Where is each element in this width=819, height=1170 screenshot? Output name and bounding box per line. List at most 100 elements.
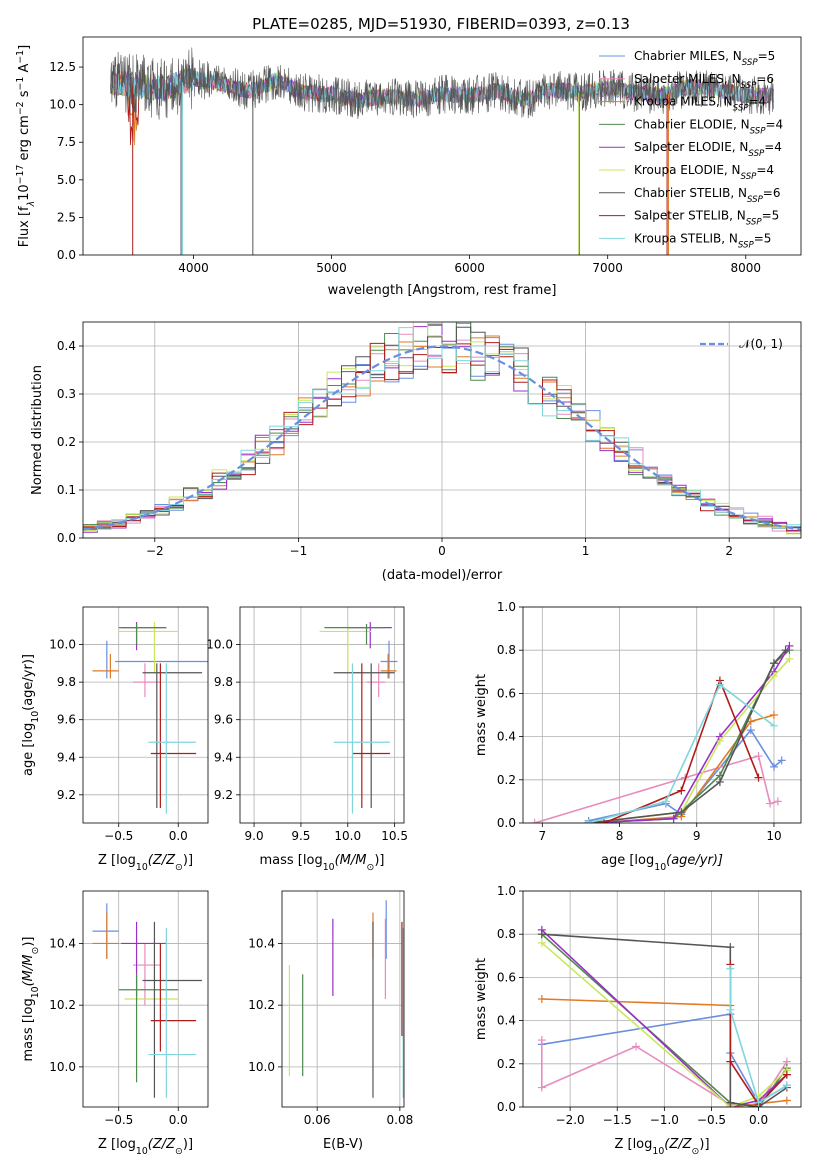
series-line-8 [588,683,775,823]
plot-content [83,322,801,535]
plot-content [92,622,208,814]
x-tick-label: 0 [438,544,446,558]
x-tick-label: 1 [582,544,590,558]
y-tick-label: 10.2 [49,998,76,1012]
y-axis-label-part: mass [log [21,998,36,1061]
x-tick-label: −1 [290,544,308,558]
y-axis-label-part: −2 [15,101,26,115]
grid [83,607,208,823]
y-tick-label: 9.2 [214,788,233,802]
x-tick-label: 8 [616,829,624,843]
data-point [530,819,539,823]
frame: 0.06 0.08 10.0 10.2 10.4 [248,890,414,1127]
legend-item-part: Kroupa STELIB, N [634,231,738,245]
x-axis-label-part: ⊙ [175,1146,183,1157]
x-axis-label: E(B-V) [323,1137,363,1152]
series-line-8 [729,968,788,1104]
massweight_vs_Z-axes: −2.0 −1.5 −1.0 −0.5 0.0 0.0 0.2 0.4 0.6 0.8 1.0 Z [… [474,884,802,1157]
age_vs_Z-axes: −0.5 0.09.29.49.69.810.0Z [log10(Z/Z⊙)]ag… [21,606,209,873]
x-tick-label: 8000 [730,261,761,275]
y-tick-label: 0.0 [57,531,76,545]
x-tick-label: 10.5 [381,829,408,843]
frame: 7 8 9 10 0.0 0.2 0.4 0.6 0.8 1.0 [497,600,802,843]
data-point [537,930,546,939]
y-axis-label-part: (age/yr)] [21,654,36,711]
legend-item-part: =4 [764,140,782,154]
x-axis-label-part: 10 [652,1146,664,1157]
y-tick-label: 9.6 [214,713,233,727]
series-line-5 [541,942,788,1107]
data-point [754,1098,763,1107]
legend-item-part: Salpeter MILES, N [634,72,741,86]
data-point [726,943,735,952]
mass_vs_EBV-axes: 0.06 0.08 10.0 10.2 10.4 E(B-V) [248,890,414,1152]
x-axis-label-part: (Z/Z [148,1137,176,1152]
y-tick-label: 0.8 [497,927,516,941]
x-axis-label-part: age [log [601,853,654,868]
y-axis-label-part: Flux [f [17,206,32,247]
mass_vs_Z-axes: −0.5 0.010.010.210.4Z [log10(Z/Z⊙)]mass [… [21,890,209,1157]
legend-item: Chabrier MILES, NSSP=5 [634,49,775,68]
frame: −2 −1 0 1 2 0.0 0.1 0.2 0.3 0.4 [57,321,802,558]
plot-area [83,607,208,823]
data-point [782,1096,791,1105]
legend-item-part: SSP [742,58,759,68]
x-axis-label-part: )] [183,853,193,868]
y-tick-label: 10.0 [49,638,76,652]
y-tick-label: 9.6 [57,713,76,727]
data-point [773,797,782,806]
y-tick-label: 1.0 [497,600,516,614]
y-axis-label-part: λ [26,201,37,208]
data-point [726,1005,735,1014]
data-point [769,672,778,681]
x-axis-label-part: ⊙ [175,862,183,873]
y-tick-label: 10.0 [206,638,233,652]
y-tick-label: 0.0 [57,248,76,262]
x-tick-label: 0.08 [387,1113,414,1127]
plot-area [240,607,404,823]
data-point [537,995,546,1003]
data-point [715,777,724,786]
x-tick-label: 0.0 [749,1113,768,1127]
y-axis-label: mass [log10(M/M⊙)] [21,937,41,1062]
x-tick-label: 10.0 [334,829,361,843]
data-point [782,1070,791,1079]
y-axis-label-part: −1 [15,50,26,64]
data-point [769,659,778,668]
x-tick-label: −0.5 [104,1113,133,1127]
age_vs_mass-axes: 9.0 9.5 10.0 10.5 9.2 9.4 9.6 9.8 10.0 mass [log1… [206,606,408,873]
y-tick-label: 9.4 [57,750,76,764]
legend-item-part: SSP [748,149,765,159]
y-axis-label-part: erg cm [17,115,32,164]
x-tick-label: 0.0 [169,829,188,843]
x-axis-label-part: )] [374,853,384,868]
x-axis-label-part: 10 [136,1146,148,1157]
y-axis-label: Normed distribution [30,365,45,495]
plot-content [319,622,398,814]
axes-frame [239,606,405,824]
y-tick-label: 9.8 [214,675,233,689]
series-line-1 [541,1040,788,1106]
y-tick-label: 0.6 [497,970,516,984]
data-point [746,726,755,735]
legend-item-part: SSP [750,126,767,136]
y-axis-label-part: A [17,64,32,77]
y-axis-label-part: )] [21,937,36,947]
histogram-7 [83,342,801,532]
spectrum-line-6 [110,47,774,120]
frame: 9.0 9.5 10.0 10.5 9.2 9.4 9.6 9.8 10.0 [206,606,408,843]
x-axis-label-part: (age/yr)] [666,853,723,868]
legend-item-part: Chabrier STELIB, N [634,186,747,200]
y-tick-label: 9.8 [57,675,76,689]
legend-item-part: SSP [738,240,755,250]
frame: −0.5 0.0 9.2 9.4 9.6 9.8 10.0 [49,606,209,843]
y-axis-label-part: 10 [30,986,41,998]
residuals-axes: −2 −1 0 1 2 0.0 0.1 0.2 0.3 0.4 (data-model)/error… [30,321,802,583]
y-axis-label: mass weight [474,674,489,756]
data-point [785,654,794,663]
legend-item-part: SSP [747,195,764,205]
data-point [769,711,778,719]
series-line-7 [603,678,760,823]
y-tick-label: 0.2 [57,435,76,449]
x-axis-label: Z [log10(Z/Z⊙)] [98,1137,193,1157]
